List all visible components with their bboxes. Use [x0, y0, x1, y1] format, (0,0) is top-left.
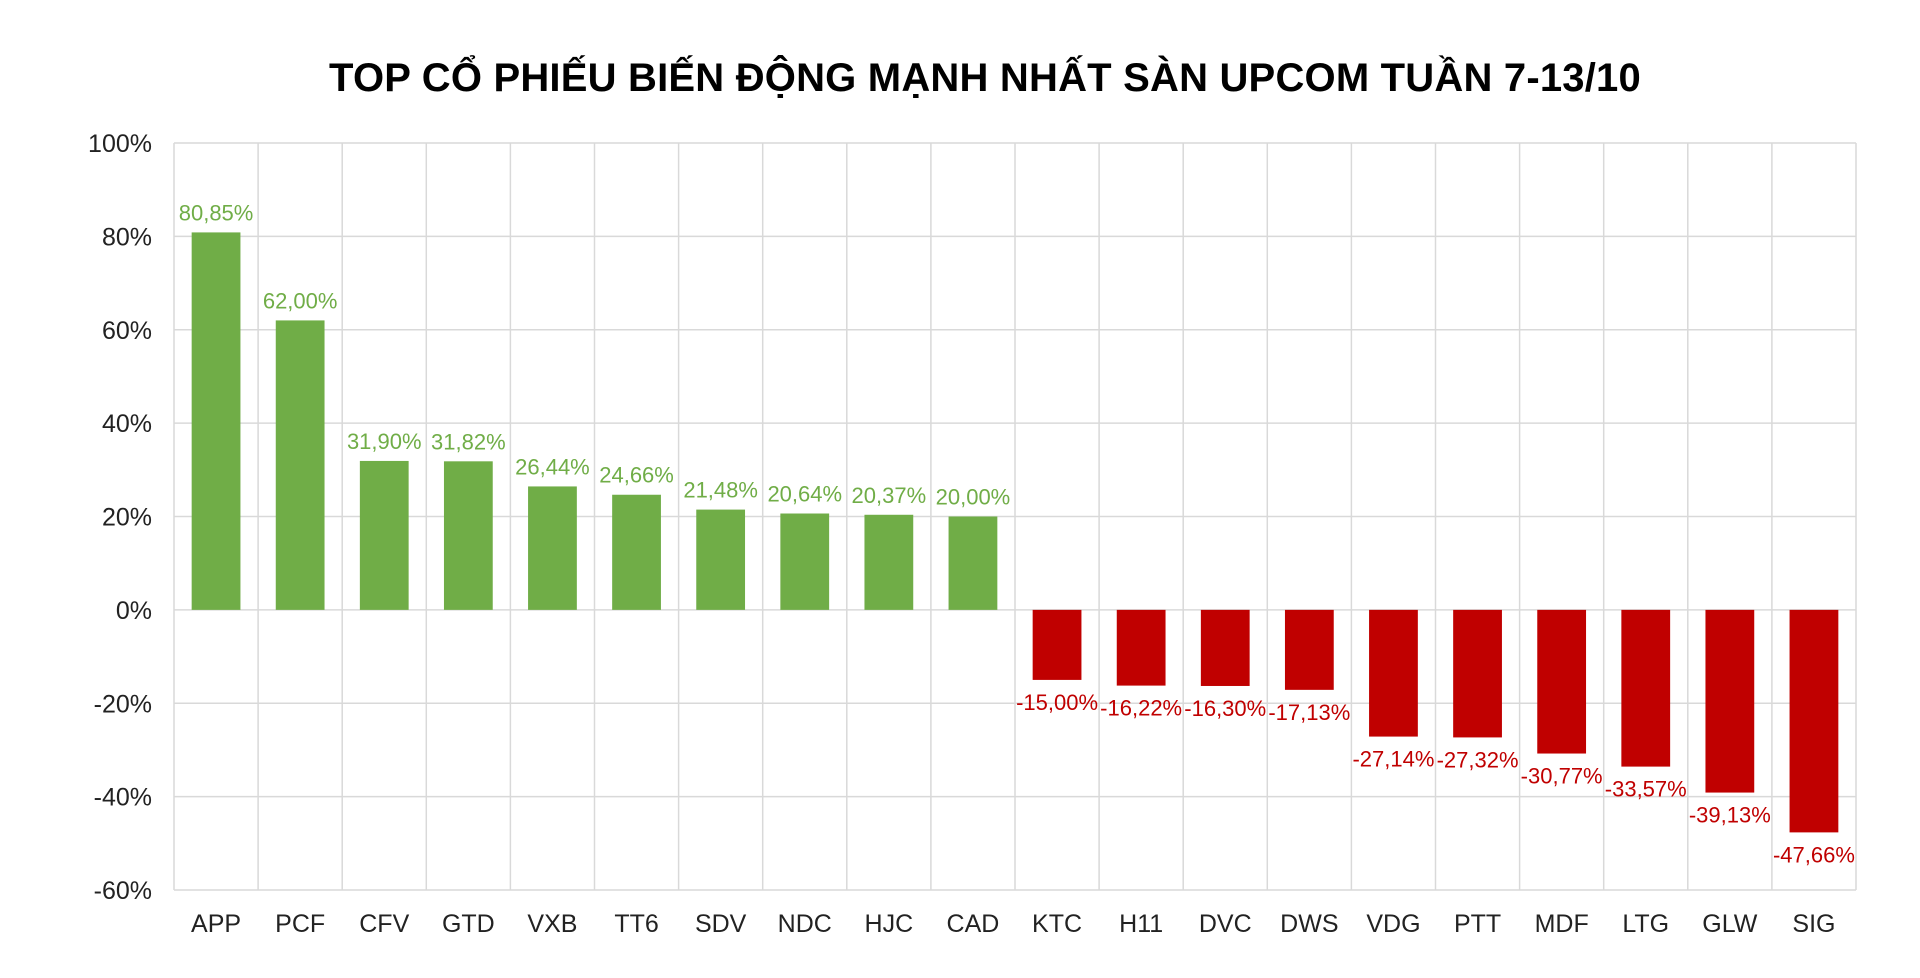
data-label: -17,13%: [1268, 700, 1350, 725]
bar: [1200, 609, 1250, 686]
bar: [1453, 609, 1502, 738]
x-tick-label: TT6: [614, 910, 658, 938]
bar: [1537, 609, 1587, 754]
x-tick-label: VXB: [527, 910, 577, 938]
y-tick-label: 60%: [102, 317, 152, 345]
bar: [1621, 609, 1671, 767]
bar: [1705, 609, 1755, 793]
y-tick-label: 20%: [102, 504, 152, 532]
data-label: 21,48%: [683, 478, 758, 503]
data-label: -16,22%: [1100, 696, 1182, 721]
data-label: 20,64%: [767, 482, 842, 507]
bar: [528, 486, 577, 610]
bar: [948, 516, 998, 610]
data-label: 20,00%: [936, 485, 1011, 510]
bar: [443, 461, 493, 610]
y-tick-label: 40%: [102, 410, 152, 438]
x-tick-label: H11: [1119, 910, 1163, 938]
data-label: -27,32%: [1437, 747, 1519, 772]
x-tick-label: SIG: [1792, 910, 1835, 938]
x-tick-label: GTD: [442, 910, 495, 938]
x-tick-label: GLW: [1702, 910, 1757, 938]
x-tick-label: DWS: [1280, 910, 1338, 938]
data-label: 20,37%: [852, 483, 927, 508]
data-label: -30,77%: [1521, 764, 1603, 789]
data-label: 80,85%: [179, 200, 254, 225]
data-label: -47,66%: [1773, 842, 1855, 867]
data-label: -16,30%: [1184, 696, 1266, 721]
y-tick-label: -40%: [94, 784, 152, 812]
x-tick-label: PCF: [275, 910, 325, 938]
x-tick-label: CAD: [947, 910, 1000, 938]
x-tick-label: APP: [191, 910, 241, 938]
bar: [1116, 609, 1166, 686]
y-tick-label: 80%: [102, 223, 152, 251]
bar: [359, 460, 409, 610]
data-label: 31,90%: [347, 429, 422, 454]
data-label: 31,82%: [431, 429, 506, 454]
y-tick-label: -60%: [94, 877, 152, 905]
x-tick-label: MDF: [1535, 910, 1589, 938]
x-tick-label: NDC: [778, 910, 832, 938]
x-tick-label: DVC: [1199, 910, 1252, 938]
data-label: 62,00%: [263, 288, 338, 313]
data-label: 24,66%: [599, 463, 674, 488]
data-label: -39,13%: [1689, 803, 1771, 828]
x-tick-label: LTG: [1622, 910, 1669, 938]
data-label: -33,57%: [1605, 777, 1687, 802]
bar: [191, 232, 241, 610]
y-tick-label: -20%: [94, 690, 152, 718]
bar: [1369, 609, 1418, 737]
x-tick-label: CFV: [359, 910, 409, 938]
chart-title: TOP CỔ PHIẾU BIẾN ĐỘNG MẠNH NHẤT SÀN UPC…: [329, 56, 1641, 100]
data-label: -27,14%: [1352, 747, 1434, 772]
x-tick-label: KTC: [1032, 910, 1082, 938]
data-label: -15,00%: [1016, 690, 1098, 715]
bar: [696, 509, 746, 610]
bar: [275, 320, 325, 610]
y-tick-label: 100%: [88, 130, 152, 158]
x-tick-label: HJC: [865, 910, 914, 938]
x-tick-label: PTT: [1454, 910, 1501, 938]
bar: [1284, 609, 1334, 690]
bar: [864, 514, 914, 610]
data-label: 26,44%: [515, 454, 590, 479]
bar: [780, 513, 830, 610]
y-tick-label: 0%: [116, 597, 152, 625]
bar: [1032, 609, 1082, 680]
bar: [1789, 609, 1839, 833]
bar: [612, 494, 661, 610]
x-tick-label: SDV: [695, 910, 747, 938]
x-tick-label: VDG: [1366, 910, 1420, 938]
